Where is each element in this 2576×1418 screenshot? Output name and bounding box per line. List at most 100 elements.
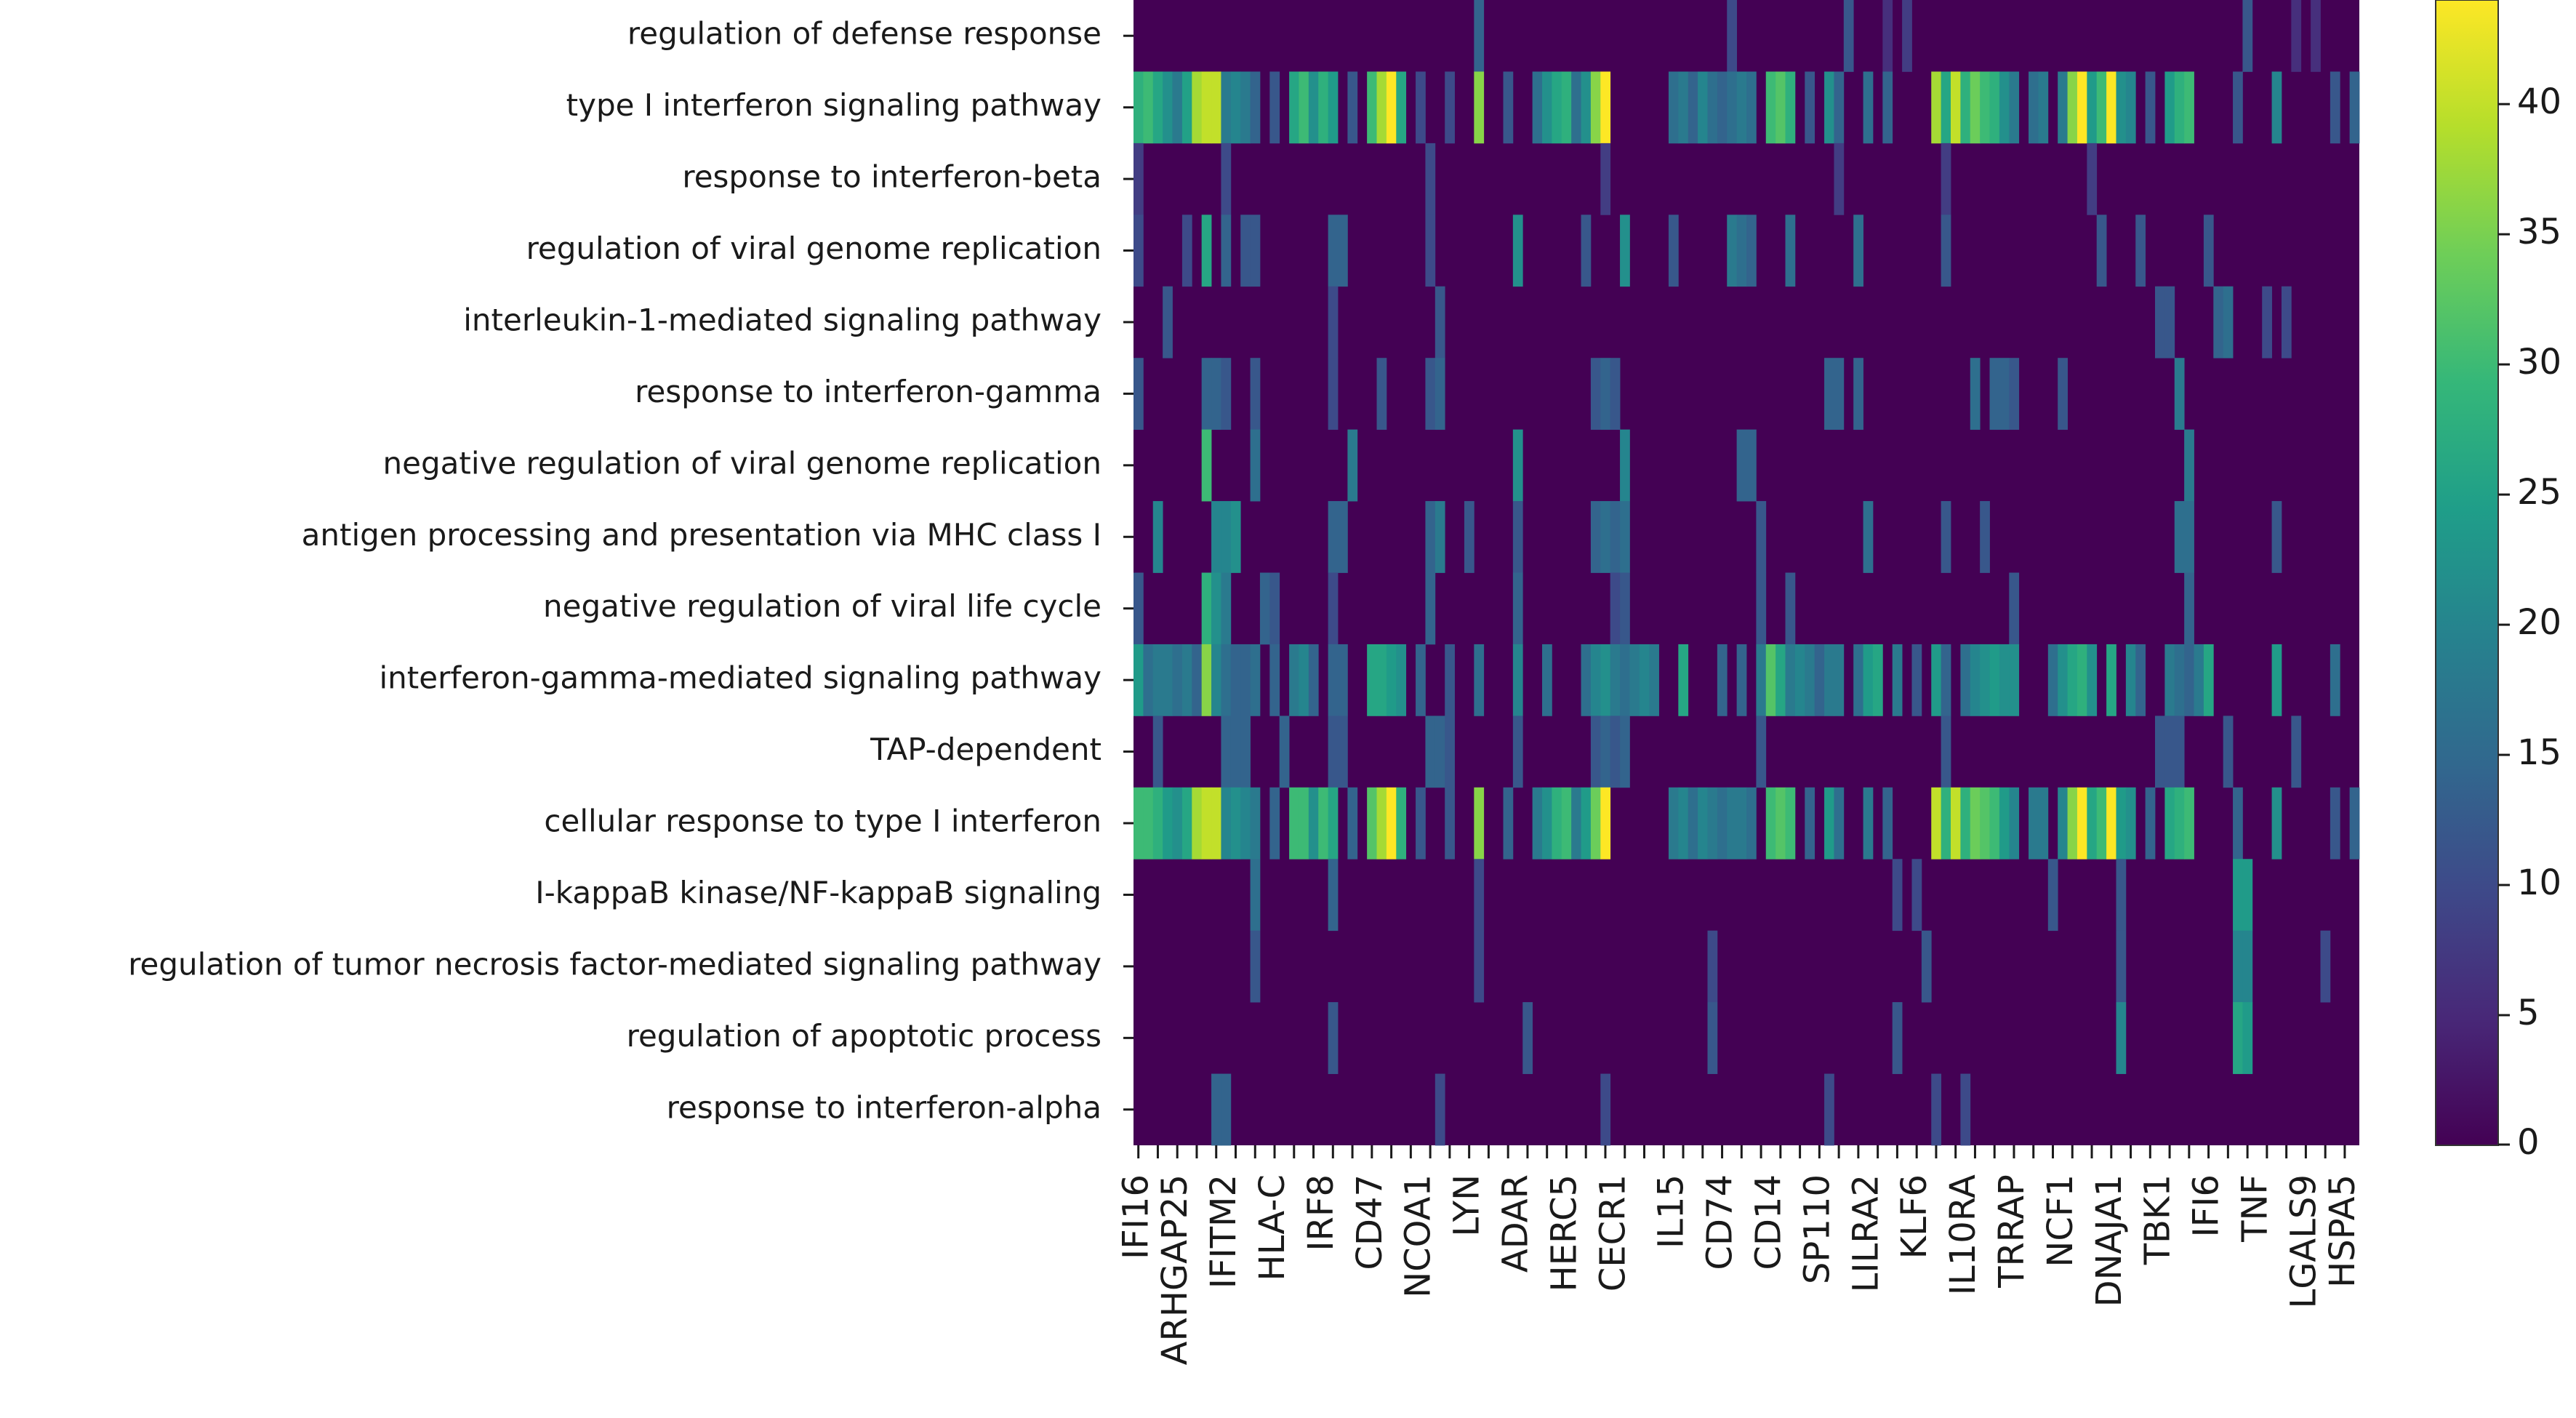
heatmap-cell — [1133, 572, 1144, 645]
heatmap-cell — [1688, 71, 1698, 144]
column-label: NCF1 — [2040, 1174, 2081, 1267]
column-label: ADAR — [1496, 1174, 1536, 1273]
column-label: LYN — [1447, 1174, 1488, 1237]
heatmap-cell — [2164, 286, 2175, 358]
heatmap-cell — [1941, 501, 1951, 573]
heatmap-cell — [1951, 787, 1961, 860]
heatmap-cell — [1328, 787, 1339, 860]
heatmap-cell — [1834, 71, 1845, 144]
heatmap-cell — [2145, 71, 2156, 144]
column-label: IL10RA — [1943, 1174, 1983, 1295]
heatmap-cell — [1824, 787, 1834, 860]
heatmap-cell — [1152, 501, 1163, 573]
heatmap-cell — [1230, 716, 1241, 788]
column-label: HERC5 — [1544, 1174, 1585, 1291]
heatmap-cell — [1707, 71, 1718, 144]
heatmap-cell — [1328, 71, 1339, 144]
heatmap-cell — [2262, 286, 2272, 358]
heatmap-cell — [2349, 71, 2360, 144]
heatmap-cell — [1610, 358, 1621, 430]
heatmap-cell — [1814, 644, 1825, 716]
heatmap-cell — [1143, 644, 1154, 716]
heatmap-cell — [2271, 787, 2282, 860]
heatmap-cell — [1376, 71, 1387, 144]
column-label: CD74 — [1700, 1174, 1741, 1270]
heatmap-cell — [1707, 787, 1718, 860]
heatmap-cell — [1152, 716, 1163, 788]
heatmap-cell — [1201, 358, 1212, 430]
heatmap-cell — [1445, 787, 1455, 860]
heatmap-cell — [1756, 644, 1767, 716]
heatmap-cell — [1736, 787, 1747, 860]
heatmap-cell — [2116, 1002, 2127, 1074]
heatmap-cell — [2203, 215, 2214, 287]
heatmap-cell — [1230, 644, 1241, 716]
row-labels: regulation of defense response type I int… — [128, 16, 1133, 1125]
heatmap-cell — [1425, 215, 1436, 287]
heatmap-cell — [1299, 787, 1309, 860]
heatmap-cell — [1765, 71, 1776, 144]
heatmap-cell — [1435, 1073, 1445, 1146]
column-label: IRF8 — [1301, 1174, 1341, 1251]
heatmap-cell — [1941, 787, 1951, 860]
heatmap-cell — [1989, 787, 2000, 860]
heatmap-cell — [2184, 429, 2194, 502]
heatmap-cell — [1338, 644, 1348, 716]
heatmap-cell — [1435, 358, 1445, 430]
heatmap-cell — [1542, 71, 1552, 144]
heatmap-cell — [1882, 787, 1893, 860]
heatmap-cell — [1902, 0, 1912, 72]
heatmap-cell — [1532, 787, 1543, 860]
heatmap-cell — [1941, 143, 1951, 215]
heatmap-cell — [1989, 358, 2000, 430]
heatmap-cell — [1824, 1073, 1834, 1146]
heatmap-cell — [1425, 716, 1436, 788]
row-label: response to interferon-gamma — [635, 374, 1102, 409]
heatmap-cell — [1269, 572, 1280, 645]
heatmap-cell — [1532, 71, 1543, 144]
heatmap-cell — [2164, 644, 2175, 716]
heatmap-cell — [1561, 787, 1572, 860]
heatmap-cell — [2047, 644, 2058, 716]
heatmap-cell — [1396, 644, 1407, 716]
heatmap-cell — [1240, 644, 1251, 716]
heatmap-cell — [1911, 644, 1922, 716]
heatmap-cell — [2184, 71, 2194, 144]
heatmap-cell — [1201, 215, 1212, 287]
heatmap-cell — [1610, 644, 1621, 716]
heatmap-cell — [1221, 358, 1232, 430]
heatmap-cell — [2291, 0, 2302, 72]
heatmap-cell — [1931, 787, 1942, 860]
heatmap-cell — [2174, 787, 2185, 860]
heatmap-cell — [1230, 71, 1241, 144]
heatmap-cell — [1678, 644, 1689, 716]
heatmap-cell — [1221, 1073, 1232, 1146]
heatmap-cell — [2009, 71, 2020, 144]
heatmap-cell — [2233, 930, 2243, 1003]
heatmap-cell — [2047, 859, 2058, 932]
heatmap-cell — [1221, 572, 1232, 645]
heatmap-cell — [1445, 71, 1455, 144]
colorbar-tick-label: 20 — [2517, 602, 2561, 643]
heatmap-cell — [1678, 71, 1689, 144]
heatmap-cell — [1775, 787, 1786, 860]
heatmap-cell — [2067, 787, 2078, 860]
heatmap-cell — [1152, 787, 1163, 860]
row-label: negative regulation of viral genome repl… — [383, 445, 1102, 481]
heatmap-cell — [1240, 787, 1251, 860]
heatmap-cell — [1376, 358, 1387, 430]
heatmap-cell — [2106, 644, 2116, 716]
heatmap-cell — [1376, 787, 1387, 860]
heatmap-cell — [1746, 71, 1757, 144]
heatmap-cell — [1590, 644, 1601, 716]
column-label: ARHGAP25 — [1155, 1174, 1195, 1365]
heatmap-cell — [1512, 501, 1523, 573]
heatmap-cell — [1221, 644, 1232, 716]
heatmap-cell — [1192, 787, 1203, 860]
heatmap-cell — [2096, 787, 2107, 860]
column-label: IFI16 — [1116, 1174, 1157, 1259]
heatmap-cell — [1416, 787, 1426, 860]
heatmap-cell — [1328, 716, 1339, 788]
heatmap-cell — [1289, 787, 1299, 860]
